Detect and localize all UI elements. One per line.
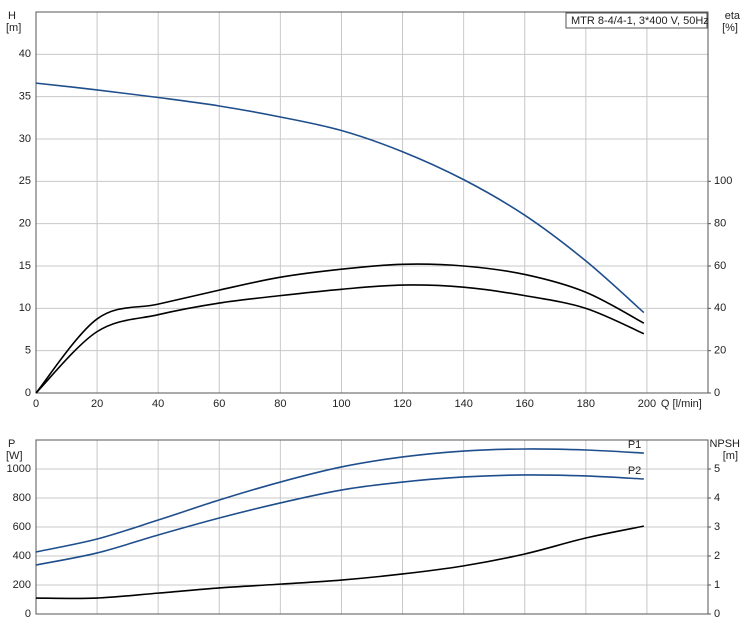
y-tick-label: 10 (19, 302, 31, 314)
y2-tick-label: 40 (714, 302, 726, 314)
curve (35, 448, 644, 553)
y2-tick-label: 5 (714, 463, 720, 475)
y-tick-label: 15 (19, 260, 31, 272)
y-axis-unit: [W] (6, 450, 23, 462)
y-tick-label: 400 (13, 550, 31, 562)
y2-tick-label: 1 (714, 579, 720, 591)
x-tick-label: 20 (91, 398, 103, 410)
y2-tick-label: 2 (714, 550, 720, 562)
y-axis-label: H (8, 10, 16, 22)
x-axis-label: Q [l/min] (661, 398, 702, 410)
y-tick-label: 200 (13, 579, 31, 591)
y-tick-label: 20 (19, 218, 31, 230)
y-tick-label: 30 (19, 133, 31, 145)
x-tick-label: 180 (577, 398, 595, 410)
x-tick-label: 120 (393, 398, 411, 410)
y-tick-label: 5 (25, 345, 31, 357)
y2-tick-label: 60 (714, 260, 726, 272)
y-tick-label: 800 (13, 492, 31, 504)
y2-tick-label: 20 (714, 345, 726, 357)
x-tick-label: 100 (332, 398, 350, 410)
y2-axis-label: eta (725, 10, 741, 22)
curve (35, 525, 645, 600)
y2-axis-unit: [m] (723, 450, 738, 462)
y-tick-label: 25 (19, 175, 31, 187)
y2-tick-label: 80 (714, 218, 726, 230)
y-tick-label: 1000 (7, 463, 31, 475)
y-tick-label: 40 (19, 48, 31, 60)
y-axis-label: P (8, 438, 15, 450)
curve (35, 263, 645, 394)
y-axis-unit: [m] (6, 22, 21, 34)
curve-label: P2 (628, 465, 641, 477)
y-tick-label: 0 (25, 387, 31, 399)
title-box (565, 12, 708, 29)
x-tick-label: 0 (33, 398, 39, 410)
x-tick-label: 80 (274, 398, 286, 410)
chart-title: MTR 8-4/4-1, 3*400 V, 50Hz (571, 15, 709, 27)
curve-label: P1 (628, 439, 641, 451)
curve (35, 82, 645, 314)
y2-axis-label: NPSH (709, 438, 740, 450)
curve (35, 284, 645, 394)
plot-frame (35, 11, 709, 394)
y2-axis-unit: [%] (722, 22, 738, 34)
x-tick-label: 60 (213, 398, 225, 410)
x-tick-label: 40 (152, 398, 164, 410)
curve (35, 474, 644, 566)
y2-tick-label: 100 (714, 175, 732, 187)
y-tick-label: 600 (13, 521, 31, 533)
plot-frame (35, 439, 709, 615)
y2-tick-label: 4 (714, 492, 720, 504)
y-tick-label: 35 (19, 91, 31, 103)
y2-tick-label: 0 (714, 608, 720, 620)
y-tick-label: 0 (25, 608, 31, 620)
x-tick-label: 140 (454, 398, 472, 410)
x-tick-label: 160 (516, 398, 534, 410)
x-tick-label: 200 (638, 398, 656, 410)
y2-tick-label: 3 (714, 521, 720, 533)
y2-tick-label: 0 (714, 387, 720, 399)
